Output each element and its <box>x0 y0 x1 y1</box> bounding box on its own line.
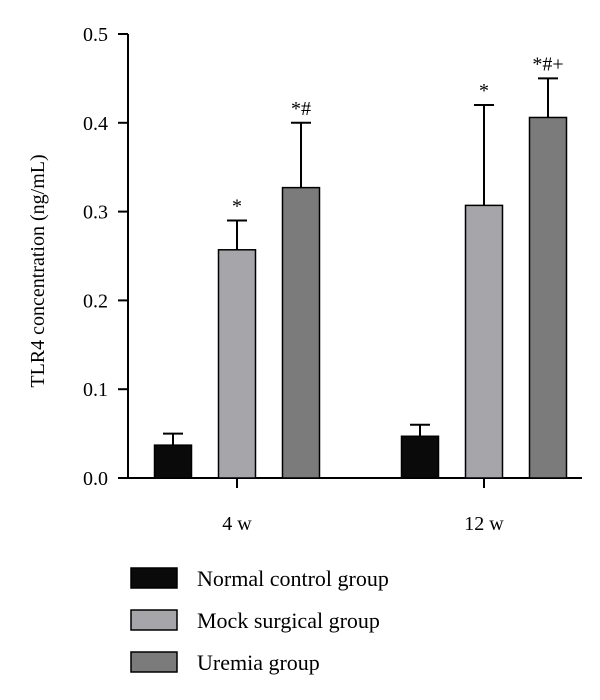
significance-annotation: *#+ <box>532 53 563 75</box>
bar <box>528 116 568 479</box>
axes <box>127 34 582 479</box>
error-bar <box>538 77 558 118</box>
bar <box>281 186 321 479</box>
legend: Normal control group Mock surgical group U… <box>130 566 389 675</box>
bar <box>464 204 504 479</box>
x-tick-label: 12 w <box>464 513 504 535</box>
legend-swatch <box>130 651 178 673</box>
legend-item: Mock surgical group <box>130 608 380 633</box>
y-tick-label: 0.2 <box>83 290 108 312</box>
error-bar <box>474 104 494 206</box>
y-tick-label: 0.3 <box>83 202 108 224</box>
significance-annotations: * *# * *#+ <box>232 53 564 217</box>
bar <box>217 249 257 479</box>
y-tick-label: 0.5 <box>83 24 108 46</box>
legend-item: Uremia group <box>130 650 320 675</box>
x-ticks: 4 w 12 w <box>222 478 504 535</box>
significance-annotation: *# <box>291 98 311 120</box>
bar <box>153 444 193 479</box>
legend-label: Mock surgical group <box>197 608 380 633</box>
y-tick-label: 0.1 <box>83 379 108 401</box>
y-tick-label: 0.4 <box>83 113 108 135</box>
y-ticks: 0.0 0.1 0.2 0.3 0.4 0.5 <box>83 24 128 490</box>
legend-label: Uremia group <box>197 650 320 675</box>
error-bar <box>163 432 183 446</box>
error-bar <box>410 423 430 437</box>
legend-item: Normal control group <box>130 566 389 591</box>
significance-annotation: * <box>479 80 489 102</box>
bars <box>153 116 568 479</box>
legend-swatch <box>130 609 178 631</box>
y-axis-label: TLR4 concentration (ng/mL) <box>27 154 49 387</box>
error-bar <box>291 121 311 188</box>
legend-swatch <box>130 567 178 589</box>
y-tick-label: 0.0 <box>83 468 108 490</box>
error-bars <box>163 77 558 446</box>
significance-annotation: * <box>232 195 242 217</box>
error-bar <box>227 219 247 250</box>
legend-label: Normal control group <box>197 566 389 591</box>
x-tick-label: 4 w <box>222 513 252 535</box>
bar <box>400 435 440 479</box>
